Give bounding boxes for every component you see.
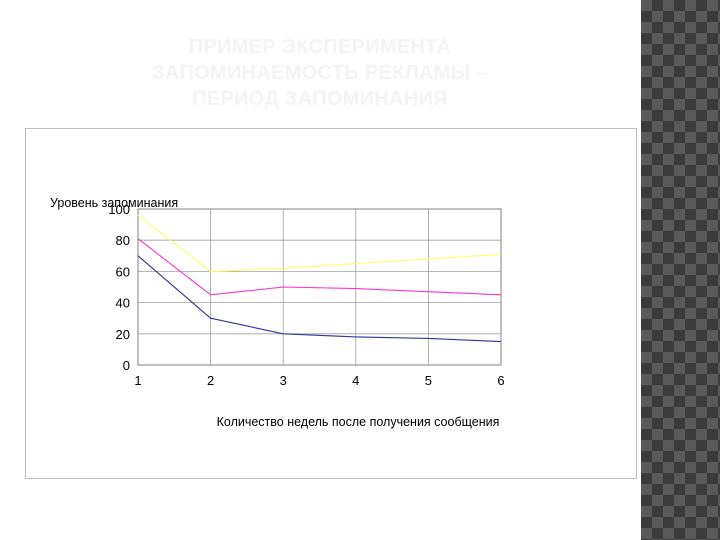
y-tick-label: 100: [108, 202, 130, 217]
y-tick-label: 0: [123, 358, 130, 373]
y-tick-label: 40: [116, 296, 130, 311]
series-line-2: [137, 238, 502, 296]
x-tick-label: 5: [425, 373, 432, 388]
chart-frame: 0 20 40 60 80 100 1 2 3 4 5 6 Уровень запоминания К…: [25, 128, 637, 479]
y-tick-label: 60: [116, 264, 130, 279]
y-tick-label: 80: [116, 233, 130, 248]
x-axis-label: Количество недель после получения сообще…: [217, 415, 500, 429]
x-tick-label: 3: [280, 373, 287, 388]
series-line-3: [137, 255, 502, 343]
y-tick-label: 20: [116, 327, 130, 342]
decorative-pattern-strip: [641, 0, 720, 540]
slide-title: ПРИМЕР ЭКСПЕРИМЕНТА ЗАПОМИНАЕМОСТЬ РЕКЛА…: [152, 36, 488, 110]
y-axis-label: Уровень запоминания: [50, 196, 178, 210]
x-tick-label: 4: [352, 373, 359, 388]
line-chart: 0 20 40 60 80 100 1 2 3 4 5 6 Уровень запоминания К…: [50, 196, 505, 429]
x-tick-label: 6: [497, 373, 504, 388]
x-tick-label: 2: [207, 373, 214, 388]
plot-area-border: [137, 208, 502, 366]
x-tick-label: 1: [134, 373, 141, 388]
series-line-1: [137, 214, 502, 272]
